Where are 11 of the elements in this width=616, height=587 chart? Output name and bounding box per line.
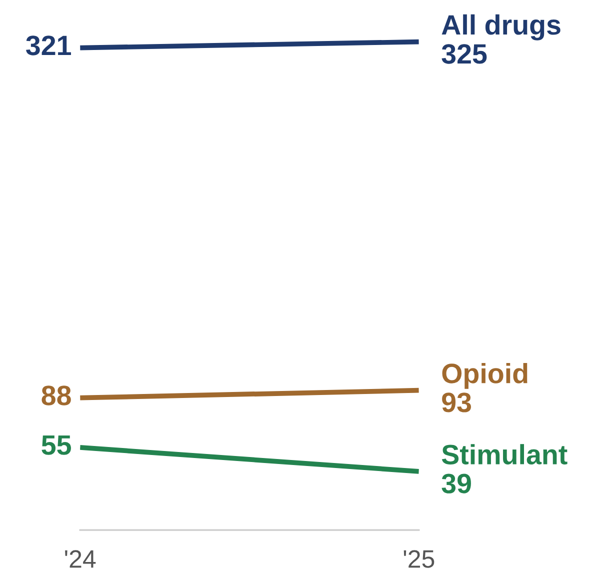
- x-tick-label: '24: [65, 550, 96, 568]
- data-label: 93: [442, 392, 471, 412]
- series-label: Opioid: [442, 362, 528, 389]
- series-label: Stimulant: [442, 444, 568, 464]
- data-label: 55: [42, 436, 71, 455]
- data-label: 88: [42, 386, 71, 406]
- data-label: 321: [26, 36, 71, 56]
- series-label: All drugs: [442, 14, 560, 40]
- data-label: 325: [442, 44, 487, 64]
- data-label: 39: [442, 474, 471, 494]
- x-tick-label: '25: [404, 550, 434, 568]
